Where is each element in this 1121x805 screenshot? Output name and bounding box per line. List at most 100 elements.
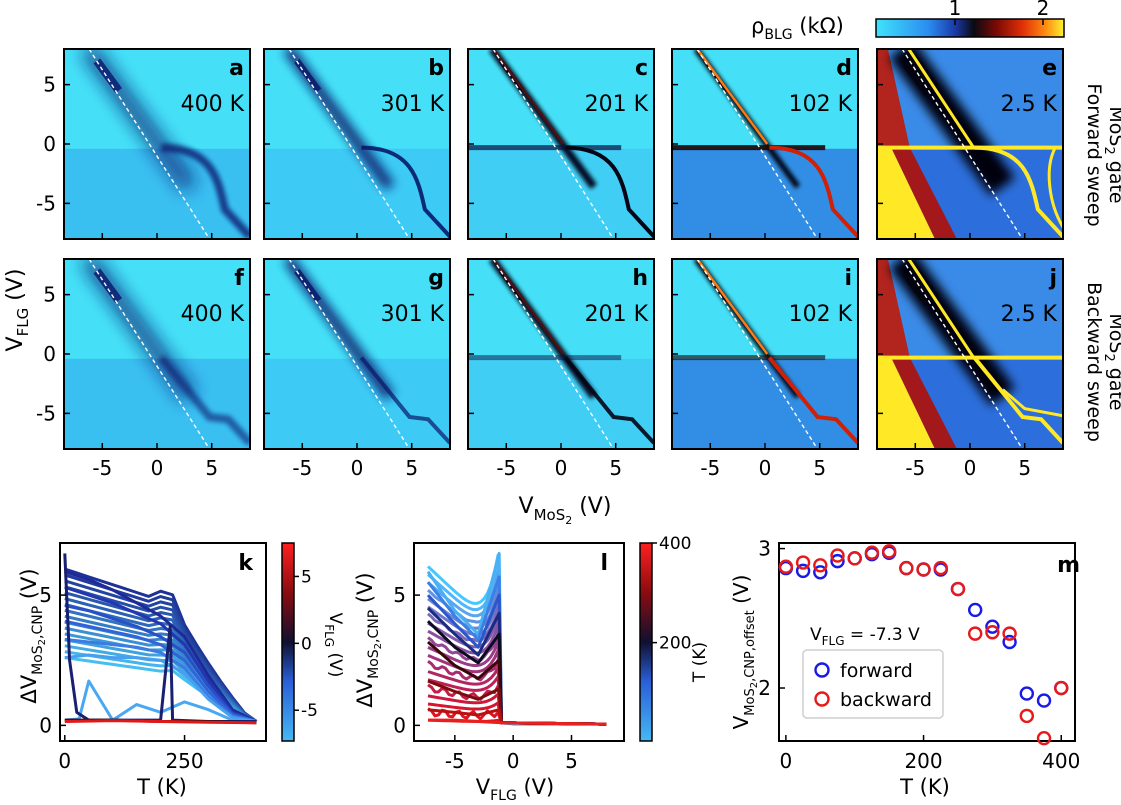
map-plot-area xyxy=(672,259,858,449)
colorbar-label: ρBLG (kΩ) xyxy=(751,14,844,43)
map-guide-line xyxy=(88,259,211,449)
map-cnp-tail xyxy=(972,356,1063,445)
svg-text:MoS2 gate: MoS2 gate xyxy=(1101,313,1121,410)
map-guide-line xyxy=(88,49,211,239)
panel-k-y-tick-label: 5 xyxy=(39,583,52,607)
map-hot-edge xyxy=(696,259,769,355)
panel-m-annotation: VFLG = -7.3 V xyxy=(810,625,920,648)
map-x-tick-label: 5 xyxy=(609,456,622,480)
heatmap-grid: -5 0 5 a 400 K b 301 K c 201 K d 102 K e 2.5 K -5 -5 0 0… xyxy=(36,48,1064,480)
panel-m-point-backward xyxy=(1019,708,1035,724)
panel-l-x-tick-label: 5 xyxy=(565,749,578,773)
map-cnp-tail-2 xyxy=(1001,388,1063,418)
map-plot-area xyxy=(64,49,250,239)
map-red-region xyxy=(877,49,910,148)
map-panel-letter: b xyxy=(428,56,444,81)
map-plot-area xyxy=(264,259,450,449)
map-cnp-tail xyxy=(769,145,858,238)
panel-m-point-backward xyxy=(967,626,983,641)
map-panel-b: b 301 K xyxy=(263,48,451,240)
map-plot-area xyxy=(64,259,250,449)
map-x-tick-label: -5 xyxy=(496,456,516,480)
map-cnp-tail xyxy=(974,145,1063,238)
map-cnp-tail xyxy=(161,143,250,239)
map-lower-region xyxy=(468,358,654,449)
panel-k-colorbar-tick-label: 5 xyxy=(301,567,312,587)
panel-m-point-forward xyxy=(795,563,811,579)
svg-text:Backward sweep: Backward sweep xyxy=(1083,282,1105,442)
colorbar-gradient xyxy=(875,18,1065,38)
map-x-tick-label: 0 xyxy=(759,456,772,480)
panel-m-point-backward xyxy=(847,551,862,566)
panel-l-series-line xyxy=(427,675,607,726)
panel-k-series-5 xyxy=(64,653,257,723)
map-panel-f: -5 -5 0 0 5 5 f 400 K xyxy=(36,258,251,480)
map-guide-line xyxy=(696,259,819,449)
map-panel-temperature: 400 K xyxy=(181,92,245,117)
map-panel-temperature: 2.5 K xyxy=(1001,92,1058,117)
map-panel-h: -5 0 5 h 201 K xyxy=(467,258,655,480)
map-lower-region xyxy=(64,358,250,449)
panel-k-colorbar-label: VFLG (V) xyxy=(322,613,345,678)
panel-k-series-6 xyxy=(64,679,257,723)
panel-l-series-line xyxy=(427,632,607,726)
legend-label-forward: forward xyxy=(840,660,913,682)
panel-m-frame xyxy=(778,542,1076,742)
panel-l-x-label: VFLG (V) xyxy=(476,775,555,804)
legend-label-backward: backward xyxy=(840,689,932,711)
panel-m-x-tick-label: 400 xyxy=(1042,749,1080,773)
panel-m-legend: forward backward xyxy=(802,649,944,719)
map-panel-temperature: 301 K xyxy=(381,92,445,117)
panel-m-point-forward xyxy=(1019,686,1035,701)
map-panel-temperature: 201 K xyxy=(585,92,649,117)
map-saturated-region xyxy=(877,147,935,239)
map-panel-d: d 102 K xyxy=(671,48,859,240)
map-x-tick-label: 5 xyxy=(205,456,218,480)
map-hot-edge xyxy=(492,259,565,355)
panel-m-point-backward xyxy=(778,559,794,574)
panel-m-y-tick-label: 2 xyxy=(758,676,771,700)
map-panel-letter: i xyxy=(844,266,852,291)
maps-x-label: VMoS2 (V) xyxy=(519,494,612,527)
panel-m-point-backward xyxy=(899,560,914,576)
map-cnp-tail-2 xyxy=(1047,146,1063,228)
panel-k-x-tick-label: 250 xyxy=(165,749,203,773)
map-lower-region xyxy=(468,148,654,239)
panel-l-series-8 xyxy=(428,718,607,726)
panel-l-plot-area xyxy=(426,551,607,726)
panel-m-point-backward xyxy=(1036,731,1052,746)
map-y-tick-label: 0 xyxy=(43,342,56,366)
panel-l-series-line xyxy=(427,692,607,726)
panel-m-point-backward xyxy=(950,581,966,597)
map-red-region xyxy=(877,259,910,358)
map-x-tick-label: 5 xyxy=(813,456,826,480)
panel-m-point-backward xyxy=(916,562,931,577)
panel-m-point-backward xyxy=(795,555,811,570)
panel-m-point-forward xyxy=(967,602,983,618)
panel-m-x-tick-label: 0 xyxy=(780,749,793,773)
map-plot-area xyxy=(468,49,654,239)
map-panel-temperature: 102 K xyxy=(789,92,853,117)
map-panel-letter: f xyxy=(234,266,244,291)
map-panel-letter: h xyxy=(632,266,648,291)
map-panel-letter: d xyxy=(836,56,852,81)
panel-m-x-tick-label: 200 xyxy=(904,749,942,773)
panel-m-y-tick-label: 3 xyxy=(758,537,771,561)
map-plot-area xyxy=(672,49,858,239)
panel-l: ΔVMoS2,CNP (V) VFLG (V) l T (K) -5 0 5 0 5 40… xyxy=(353,534,710,804)
colorbar-tick-label-1: 1 xyxy=(949,0,962,20)
map-x-tick-label: 5 xyxy=(405,456,418,480)
map-x-tick-label: -5 xyxy=(292,456,312,480)
map-x-tick-label: -5 xyxy=(700,456,720,480)
map-panel-i: -5 0 5 i 102 K xyxy=(671,258,859,480)
map-panel-a: -5 0 5 a 400 K xyxy=(36,48,251,240)
map-panel-e: e 2.5 K xyxy=(876,48,1064,240)
map-plot-area xyxy=(877,49,1063,239)
map-hot-edge xyxy=(696,49,769,145)
panel-k-colorbar-tick-label: -5 xyxy=(301,701,318,721)
panel-m-point-backward xyxy=(1002,626,1017,641)
map-guide-line xyxy=(492,49,615,239)
panel-k-colorbar-tick-label: 0 xyxy=(301,634,312,654)
map-panel-c: c 201 K xyxy=(467,48,655,240)
map-hot-edge xyxy=(907,49,976,150)
